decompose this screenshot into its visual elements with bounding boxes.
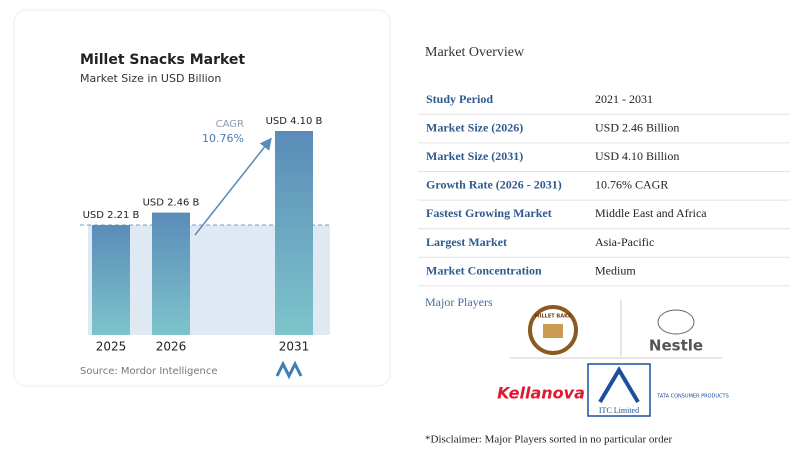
chart-title: Millet Snacks Market: [80, 52, 245, 68]
logo-tata: TATA CONSUMER PRODUCTS: [656, 394, 729, 400]
plot: USD 2.21 B 2025 USD 2.46 B 2026 USD 4.10 B 20…: [80, 116, 330, 354]
overview-title: Market Overview: [425, 45, 525, 60]
row-label: Market Size (2026): [426, 120, 523, 134]
row-value: Middle East and Africa: [595, 206, 707, 220]
cagr-arrow: [194, 137, 272, 236]
row-value: 2021 - 2031: [595, 92, 653, 106]
row-label: Largest Market: [426, 235, 507, 249]
bar: [152, 212, 190, 335]
value-label: USD 4.10 B: [266, 116, 323, 127]
x-tick-label: 2026: [156, 340, 187, 354]
logo-text: ITC Limited: [599, 406, 639, 415]
row-label: Market Size (2031): [426, 149, 523, 163]
value-label: USD 2.21 B: [83, 210, 140, 221]
row-value: Asia-Pacific: [595, 235, 654, 249]
mordor-logo: [275, 360, 303, 380]
row-label: Market Concentration: [426, 263, 542, 277]
overview-table: Study Period 2021 - 2031 Market Size (2026…: [418, 92, 790, 287]
row-label: Growth Rate (2026 - 2031): [426, 178, 562, 192]
cagr-value: 10.76%: [202, 132, 244, 145]
value-label: USD 2.46 B: [143, 198, 200, 209]
players-title: Major Players: [425, 295, 493, 309]
bar: [275, 131, 313, 335]
row-label: Fastest Growing Market: [426, 206, 552, 220]
x-tick-label: 2025: [96, 340, 127, 354]
row-value: USD 2.46 Billion: [595, 120, 679, 134]
row-value: 10.76% CAGR: [595, 178, 668, 192]
chart-subtitle: Market Size in USD Billion: [80, 72, 221, 85]
bar: [92, 225, 130, 335]
x-tick-label: 2031: [279, 340, 310, 354]
logo-itc: ITC Limited: [587, 363, 651, 417]
cagr-label: CAGR: [216, 119, 244, 130]
disclaimer: *Disclaimer: Major Players sorted in no …: [425, 434, 672, 446]
logo-millet-bake: MILLET BAKE: [528, 305, 578, 355]
row-label: Study Period: [426, 92, 493, 106]
logo-kellanova: Kellanova: [497, 384, 585, 403]
logo-nestle: Nestle: [649, 309, 703, 355]
source: Source: Mordor Intelligence: [80, 366, 218, 377]
logo-text: Nestle: [649, 337, 703, 355]
row-value: USD 4.10 Billion: [595, 149, 679, 163]
logo-text: MILLET BAKE: [535, 314, 572, 320]
row-value: Medium: [595, 263, 636, 277]
